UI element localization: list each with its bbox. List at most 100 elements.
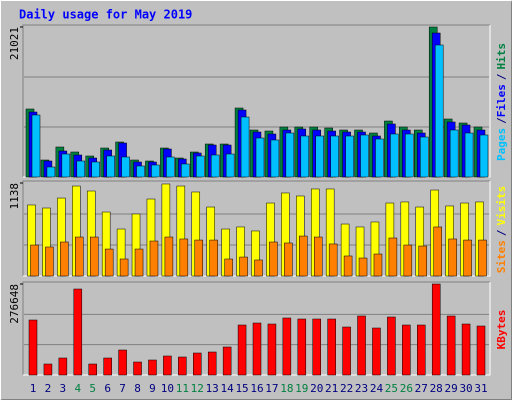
x-tick-label: 27 [415, 382, 428, 395]
bar [193, 352, 202, 376]
bar [61, 153, 71, 178]
legend-separator: / [495, 229, 508, 236]
bar [240, 116, 250, 178]
bar [478, 239, 487, 277]
legend-entry: Pages [495, 128, 508, 161]
bar [315, 135, 324, 178]
bar [282, 317, 292, 376]
bar [358, 257, 368, 277]
bar [405, 133, 414, 178]
x-tick-label: 23 [355, 382, 368, 395]
x-tick-label: 21 [325, 382, 338, 395]
bar [106, 155, 115, 178]
bar [45, 246, 54, 277]
bar [196, 155, 205, 178]
bar [300, 135, 310, 178]
bar [434, 44, 444, 178]
x-tick-label: 16 [250, 382, 263, 395]
bar [449, 129, 459, 178]
bar [30, 244, 39, 277]
bar [345, 135, 354, 178]
y-tick-label: 1138 [8, 183, 21, 210]
bar [181, 163, 190, 178]
bar [330, 135, 339, 178]
bar [91, 161, 100, 178]
bar [284, 242, 293, 277]
bar [269, 241, 278, 277]
bar [327, 318, 336, 376]
bar [224, 258, 233, 277]
bar [163, 355, 172, 376]
bar [420, 136, 429, 178]
bar [136, 165, 145, 178]
legend-separator: / [495, 117, 508, 124]
bar [225, 153, 235, 178]
x-tick-label: 18 [280, 382, 293, 395]
bar [179, 238, 189, 277]
x-tick-label: 5 [89, 382, 96, 395]
x-tick-label: 13 [206, 382, 219, 395]
bar [463, 239, 472, 277]
x-tick-label: 25 [385, 382, 398, 395]
x-tick-label: 10 [161, 382, 174, 395]
bar [119, 258, 129, 277]
x-tick-label: 15 [235, 382, 248, 395]
bar [73, 288, 83, 376]
bar [76, 160, 86, 178]
bar [239, 256, 248, 277]
bar [464, 132, 474, 178]
x-tick-label: 4 [74, 382, 81, 395]
x-tick-label: 31 [474, 382, 487, 395]
panel-frame-dark [22, 24, 490, 177]
bar [387, 316, 396, 376]
bar [151, 164, 160, 178]
x-tick-label: 17 [265, 382, 278, 395]
chart-title: Daily usage for May 2019 [19, 8, 192, 22]
bar [373, 253, 383, 277]
x-tick-label: 12 [191, 382, 204, 395]
bar [390, 133, 399, 178]
bar [118, 349, 127, 376]
bar [328, 243, 338, 277]
bar [403, 244, 413, 277]
legend: Pages/Files/Hits [495, 43, 508, 161]
bar [479, 134, 489, 178]
bar [433, 226, 442, 277]
panel-frame-dark [22, 180, 490, 276]
bar [133, 361, 142, 376]
legend-entry: Sites [495, 240, 508, 273]
bar [148, 359, 157, 376]
x-tick-label: 30 [459, 382, 472, 395]
bar [88, 363, 97, 376]
bar [372, 327, 381, 376]
x-tick-label: 24 [370, 382, 384, 395]
y-tick-label: 276648 [8, 284, 21, 324]
bar [121, 156, 130, 178]
bar [267, 323, 277, 376]
bar [104, 248, 114, 277]
bar [60, 241, 69, 277]
bar [417, 324, 426, 376]
x-tick-label: 9 [149, 382, 156, 395]
bar [210, 154, 220, 178]
bar [312, 318, 321, 376]
bar [448, 238, 457, 277]
bar [209, 239, 218, 277]
bar [418, 245, 428, 277]
x-tick-label: 3 [60, 382, 67, 395]
bar [28, 319, 38, 376]
x-tick-label: 7 [119, 382, 126, 395]
x-tick-label: 1 [30, 382, 37, 395]
y-tick-label: 21021 [8, 27, 21, 60]
bar [178, 356, 187, 376]
legend-entry: Files [495, 84, 508, 117]
bar [75, 236, 84, 277]
bar [207, 351, 217, 376]
bar [461, 323, 471, 376]
x-tick-label: 29 [445, 382, 458, 395]
legend-entry: Hits [495, 43, 508, 70]
legend-entry: KBytes [495, 310, 508, 350]
